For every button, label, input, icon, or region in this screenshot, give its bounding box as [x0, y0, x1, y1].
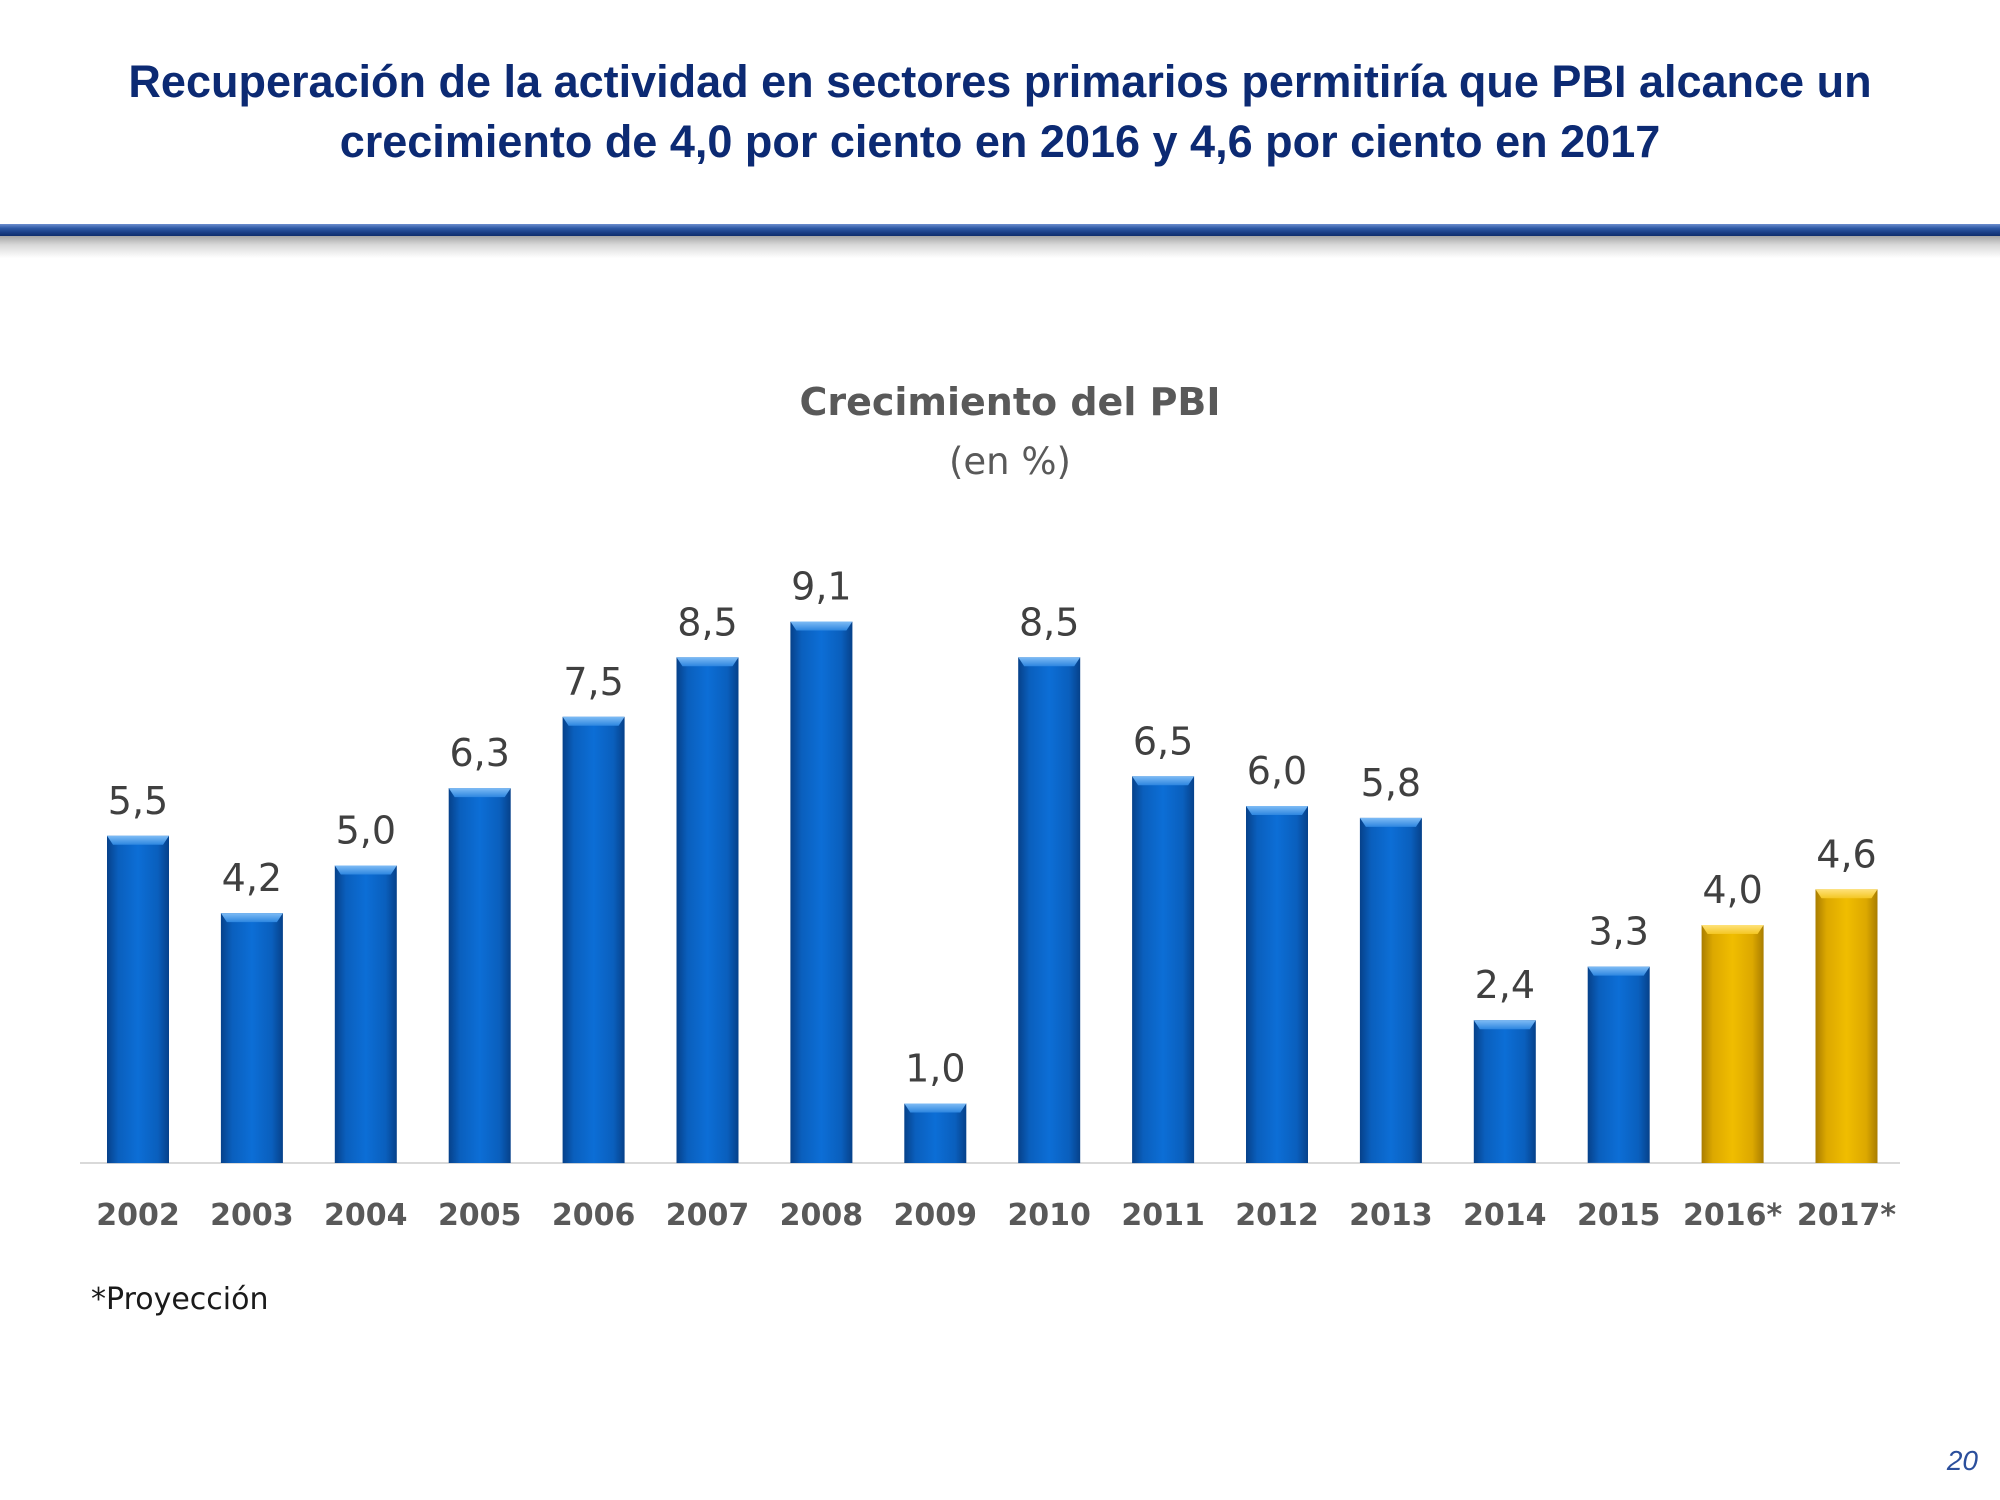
slide-title-line-1: Recuperación de la actividad en sectores… [128, 56, 1872, 107]
bar-bevel-2005 [448, 788, 511, 798]
x-tick-label-2015: 2015 [1577, 1198, 1661, 1233]
bar-bevel-2010 [1018, 657, 1081, 667]
data-label-2013: 5,8 [1361, 761, 1421, 805]
x-tick-label-2017: 2017* [1797, 1198, 1896, 1233]
data-label-2009: 1,0 [905, 1047, 965, 1091]
bar-2006 [562, 716, 625, 1164]
bar-bevel-2016 [1701, 925, 1764, 934]
bar-bevel-2013 [1359, 817, 1422, 827]
bar-bevel-2012 [1246, 806, 1308, 815]
x-tick-label-2010: 2010 [1007, 1198, 1091, 1233]
header-rule [0, 224, 2000, 236]
x-tick-label-2007: 2007 [666, 1198, 750, 1233]
bar-bevel-2003 [220, 913, 283, 923]
data-label-2015: 3,3 [1588, 910, 1648, 954]
bar-bevel-2008 [790, 621, 853, 631]
bar-2017 [1815, 889, 1878, 1163]
bar-bevel-2007 [676, 657, 739, 667]
x-tick-label-2004: 2004 [324, 1198, 408, 1233]
slide-title: Recuperación de la actividad en sectores… [20, 52, 1980, 172]
data-label-2011: 6,5 [1133, 719, 1193, 763]
data-label-2003: 4,2 [222, 856, 282, 900]
bar-bevel-2017 [1815, 889, 1878, 899]
bar-2004 [334, 865, 397, 1163]
data-label-2010: 8,5 [1019, 600, 1079, 644]
bar-bevel-2006 [562, 716, 625, 726]
bar-2010 [1018, 657, 1081, 1164]
bar-bevel-2014 [1473, 1020, 1536, 1030]
x-tick-label-2011: 2011 [1121, 1198, 1205, 1233]
chart-title: Crecimiento del PBI [799, 380, 1220, 424]
x-tick-label-2009: 2009 [894, 1198, 978, 1233]
gdp-growth-chart: Crecimiento del PBI (en %) 5,5 4,2 5,0 6,3 7… [80, 380, 1900, 1233]
data-label-2004: 5,0 [336, 809, 396, 853]
data-label-2006: 7,5 [563, 660, 623, 704]
bar-2012 [1246, 806, 1308, 1163]
chart-subtitle: (en %) [949, 440, 1071, 483]
x-tick-label-2012: 2012 [1235, 1198, 1319, 1233]
bar-bevel-2004 [334, 865, 397, 875]
x-tick-label-2006: 2006 [552, 1198, 636, 1233]
bar-bevel-2011 [1132, 776, 1195, 786]
header-rule-shadow [0, 236, 2000, 258]
x-tick-label-2014: 2014 [1463, 1198, 1547, 1233]
bar-2013 [1359, 817, 1422, 1163]
bar-2007 [676, 657, 739, 1164]
bar-2011 [1132, 776, 1195, 1164]
x-tick-label-2003: 2003 [210, 1198, 294, 1233]
bar-2003 [220, 913, 283, 1163]
footnote: *Proyección [91, 1282, 269, 1317]
x-tick-label-2013: 2013 [1349, 1198, 1433, 1233]
x-tick-label-2005: 2005 [438, 1198, 522, 1233]
data-label-2016: 4,0 [1702, 868, 1762, 912]
bar-2009 [904, 1103, 967, 1163]
page-number: 20 [1946, 1445, 1978, 1476]
bar-2015 [1587, 966, 1650, 1163]
data-label-2014: 2,4 [1475, 963, 1535, 1007]
bar-series [107, 621, 1878, 1164]
data-label-2005: 6,3 [449, 731, 509, 775]
data-label-2007: 8,5 [677, 600, 737, 644]
bar-2008 [790, 621, 853, 1163]
data-label-2002: 5,5 [108, 779, 168, 823]
bar-2016 [1701, 925, 1764, 1163]
data-label-2017: 4,6 [1816, 832, 1876, 876]
data-label-2008: 9,1 [791, 565, 851, 609]
x-tick-label-2002: 2002 [96, 1198, 180, 1233]
bar-bevel-2015 [1587, 966, 1650, 976]
bar-2002 [107, 835, 169, 1164]
x-tick-label-2016: 2016* [1683, 1198, 1782, 1233]
bar-bevel-2002 [107, 835, 169, 845]
data-labels: 5,5 4,2 5,0 6,3 7,5 8,5 9,1 1,0 8,5 6,5 6,0 5,8 2,4 3… [108, 565, 1877, 1091]
bar-bevel-2009 [904, 1103, 967, 1113]
slide-header: Recuperación de la actividad en sectores… [0, 0, 2000, 222]
x-tick-labels: 2002 2003 2004 2005 2006 2007 2008 2009 2010 2011… [96, 1198, 1896, 1233]
bar-2014 [1473, 1020, 1536, 1163]
x-tick-label-2008: 2008 [780, 1198, 864, 1233]
data-label-2012: 6,0 [1247, 749, 1307, 793]
slide-title-line-2: crecimiento de 4,0 por ciento en 2016 y … [339, 116, 1661, 167]
bar-2005 [448, 788, 511, 1163]
